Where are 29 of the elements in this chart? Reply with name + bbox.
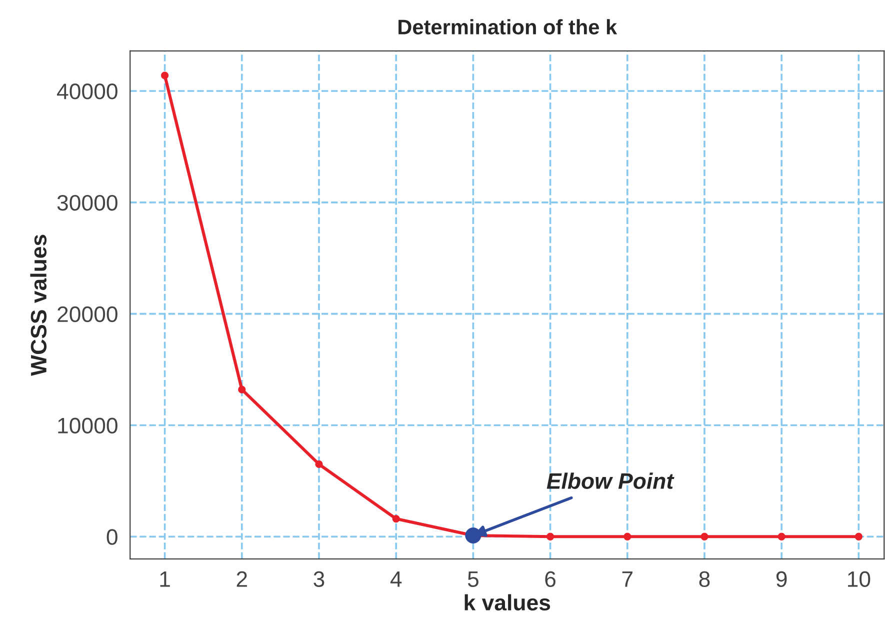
y-tick-label: 30000 xyxy=(57,194,118,211)
x-tick-label: 7 xyxy=(622,572,632,587)
y-axis-title: WCSS values xyxy=(30,234,47,376)
point xyxy=(465,528,482,544)
x-tick-label: 9 xyxy=(776,571,787,588)
x-axis-title: k values xyxy=(464,594,550,611)
y-tick-label: 20000 xyxy=(58,306,118,322)
point xyxy=(854,532,862,540)
x-tick-label: 3 xyxy=(314,571,324,588)
annotation: Elbow Point xyxy=(546,472,674,489)
point xyxy=(624,532,632,540)
x-tick-label: 5 xyxy=(468,572,478,588)
x-tick-label: 1 xyxy=(160,572,170,587)
point xyxy=(546,532,554,540)
point xyxy=(160,72,169,80)
x-tick-label: 4 xyxy=(390,572,402,587)
x-tick-label: 8 xyxy=(699,571,710,588)
point xyxy=(700,532,708,540)
chart-title: Determination of the k xyxy=(398,19,618,34)
point xyxy=(392,514,400,523)
point xyxy=(315,460,323,468)
x-tick-label: 10 xyxy=(848,571,870,588)
point xyxy=(778,532,786,540)
x-tick-label: 6 xyxy=(545,571,556,588)
x-tick-label: 2 xyxy=(236,571,247,587)
y-tick-label: 40000 xyxy=(57,84,118,100)
point xyxy=(238,386,246,394)
y-tick-label: 0 xyxy=(106,529,118,545)
y-tick-label: 10000 xyxy=(58,418,118,434)
